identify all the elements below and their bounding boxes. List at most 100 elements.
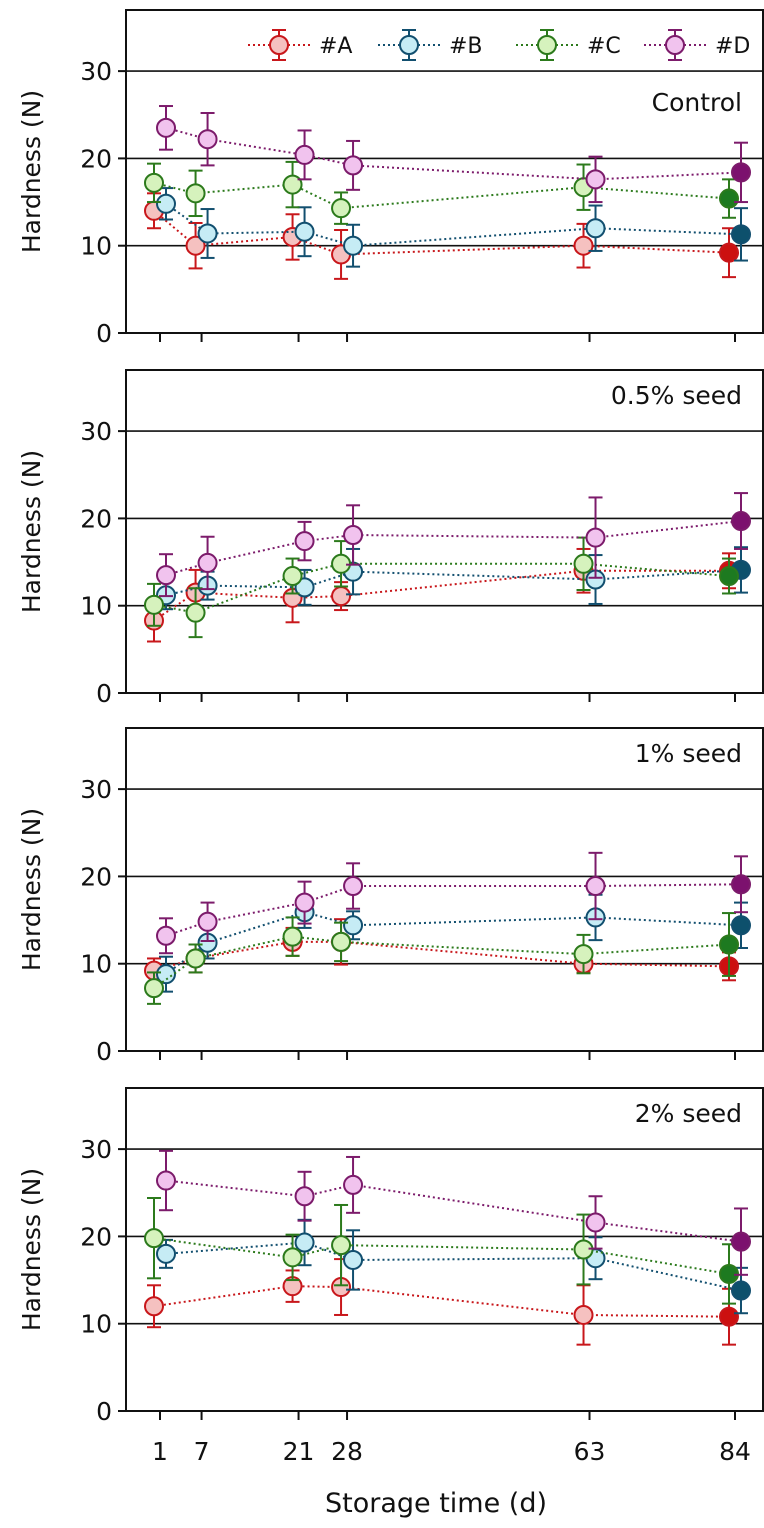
panel-label: 0.5% seed bbox=[611, 381, 742, 410]
series-a bbox=[144, 1258, 739, 1346]
data-point bbox=[156, 1243, 176, 1264]
data-point bbox=[719, 242, 739, 263]
x-tick-label: 7 bbox=[194, 1437, 210, 1466]
series-c bbox=[144, 160, 739, 225]
data-point bbox=[585, 218, 606, 239]
series-d bbox=[156, 851, 751, 955]
y-axis-label: Hardness (N) bbox=[17, 450, 46, 613]
data-point bbox=[585, 1212, 606, 1233]
data-point bbox=[573, 235, 594, 256]
data-point bbox=[731, 1280, 751, 1301]
data-point bbox=[294, 221, 315, 242]
y-tick-label: 20 bbox=[80, 862, 112, 891]
panel-label: 1% seed bbox=[635, 739, 742, 768]
series-d bbox=[156, 492, 751, 598]
y-tick-label: 20 bbox=[80, 1222, 112, 1251]
data-point bbox=[343, 876, 364, 897]
series-line bbox=[153, 210, 730, 256]
data-point bbox=[731, 162, 751, 183]
data-point bbox=[573, 553, 594, 574]
legend: #A #B #C #D bbox=[248, 29, 750, 61]
series-line bbox=[165, 126, 742, 181]
panel-label: Control bbox=[652, 88, 742, 117]
legend-label: #A bbox=[319, 34, 352, 59]
data-point bbox=[156, 193, 176, 214]
data-point bbox=[156, 925, 176, 946]
y-tick-label: 10 bbox=[80, 950, 112, 979]
data-point bbox=[185, 948, 206, 969]
x-tick-label: 28 bbox=[331, 1437, 363, 1466]
panel-1: 0 10 20 30 Hardness (N) Control bbox=[17, 9, 764, 348]
data-point bbox=[282, 174, 303, 195]
x-axis: 1 7 21 28 63 84 bbox=[152, 1437, 751, 1466]
data-point bbox=[156, 1170, 176, 1191]
y-tick-label: 10 bbox=[80, 1310, 112, 1339]
y-tick-label: 30 bbox=[80, 57, 112, 86]
panel-frame bbox=[125, 727, 764, 1052]
data-point bbox=[156, 565, 176, 586]
panel-frame bbox=[125, 9, 764, 334]
data-point bbox=[197, 911, 218, 932]
data-point bbox=[719, 934, 739, 955]
series-a bbox=[144, 192, 739, 280]
series-d bbox=[156, 105, 751, 204]
x-tick-label: 21 bbox=[283, 1437, 315, 1466]
data-point bbox=[294, 144, 315, 165]
data-point bbox=[585, 876, 606, 897]
x-axis-label: Storage time (d) bbox=[325, 1488, 547, 1519]
panel-frame bbox=[125, 1087, 764, 1412]
y-tick-label: 10 bbox=[80, 232, 112, 261]
data-point bbox=[294, 1186, 315, 1207]
series-line bbox=[165, 1241, 742, 1292]
data-point bbox=[331, 1235, 352, 1256]
legend-entry-d: #D bbox=[644, 29, 750, 61]
series-line bbox=[153, 1285, 730, 1318]
data-point bbox=[719, 188, 739, 209]
panel-4: 0 10 20 30 Hardness (N) 2% seed bbox=[17, 1087, 764, 1426]
data-point bbox=[282, 1247, 303, 1268]
series-line bbox=[153, 940, 730, 972]
data-point bbox=[331, 198, 352, 219]
legend-entry-a: #A bbox=[248, 29, 352, 61]
series-b bbox=[156, 546, 751, 611]
series-b bbox=[156, 187, 751, 268]
data-point bbox=[731, 874, 751, 895]
series-line bbox=[165, 520, 742, 577]
data-point bbox=[144, 1296, 164, 1317]
legend-entry-c: #C bbox=[516, 29, 621, 61]
panels-group: 0 10 20 30 Hardness (N) Control 0 10 20 30 Hardnes… bbox=[17, 9, 764, 1426]
data-point bbox=[144, 172, 164, 193]
data-point bbox=[731, 1231, 751, 1252]
y-axis-label: Hardness (N) bbox=[17, 808, 46, 971]
series-line bbox=[165, 568, 742, 597]
data-point bbox=[719, 566, 739, 587]
y-tick-label: 10 bbox=[80, 592, 112, 621]
data-point bbox=[282, 566, 303, 587]
legend-label: #B bbox=[449, 34, 483, 59]
y-tick-label: 0 bbox=[96, 679, 112, 708]
data-point bbox=[197, 129, 218, 150]
data-point bbox=[343, 524, 364, 545]
y-tick-label: 0 bbox=[96, 1397, 112, 1426]
legend-marker bbox=[399, 35, 419, 55]
data-point bbox=[144, 978, 164, 999]
panel-2: 0 10 20 30 Hardness (N) 0.5% seed bbox=[17, 369, 764, 708]
panel-frame bbox=[125, 369, 764, 694]
data-point bbox=[731, 915, 751, 936]
series-d bbox=[156, 1149, 751, 1276]
data-point bbox=[719, 1306, 739, 1327]
y-axis-label: Hardness (N) bbox=[17, 1168, 46, 1331]
data-point bbox=[573, 1304, 594, 1325]
y-tick-label: 30 bbox=[80, 775, 112, 804]
data-point bbox=[343, 235, 364, 256]
series-line bbox=[153, 181, 730, 210]
legend-label: #D bbox=[715, 34, 750, 59]
legend-marker bbox=[665, 35, 685, 55]
series-c bbox=[144, 1196, 739, 1305]
data-point bbox=[185, 183, 206, 204]
legend-entry-b: #B bbox=[378, 29, 483, 61]
y-tick-label: 0 bbox=[96, 319, 112, 348]
data-point bbox=[585, 527, 606, 548]
data-point bbox=[343, 1249, 364, 1270]
series-b bbox=[156, 893, 751, 993]
